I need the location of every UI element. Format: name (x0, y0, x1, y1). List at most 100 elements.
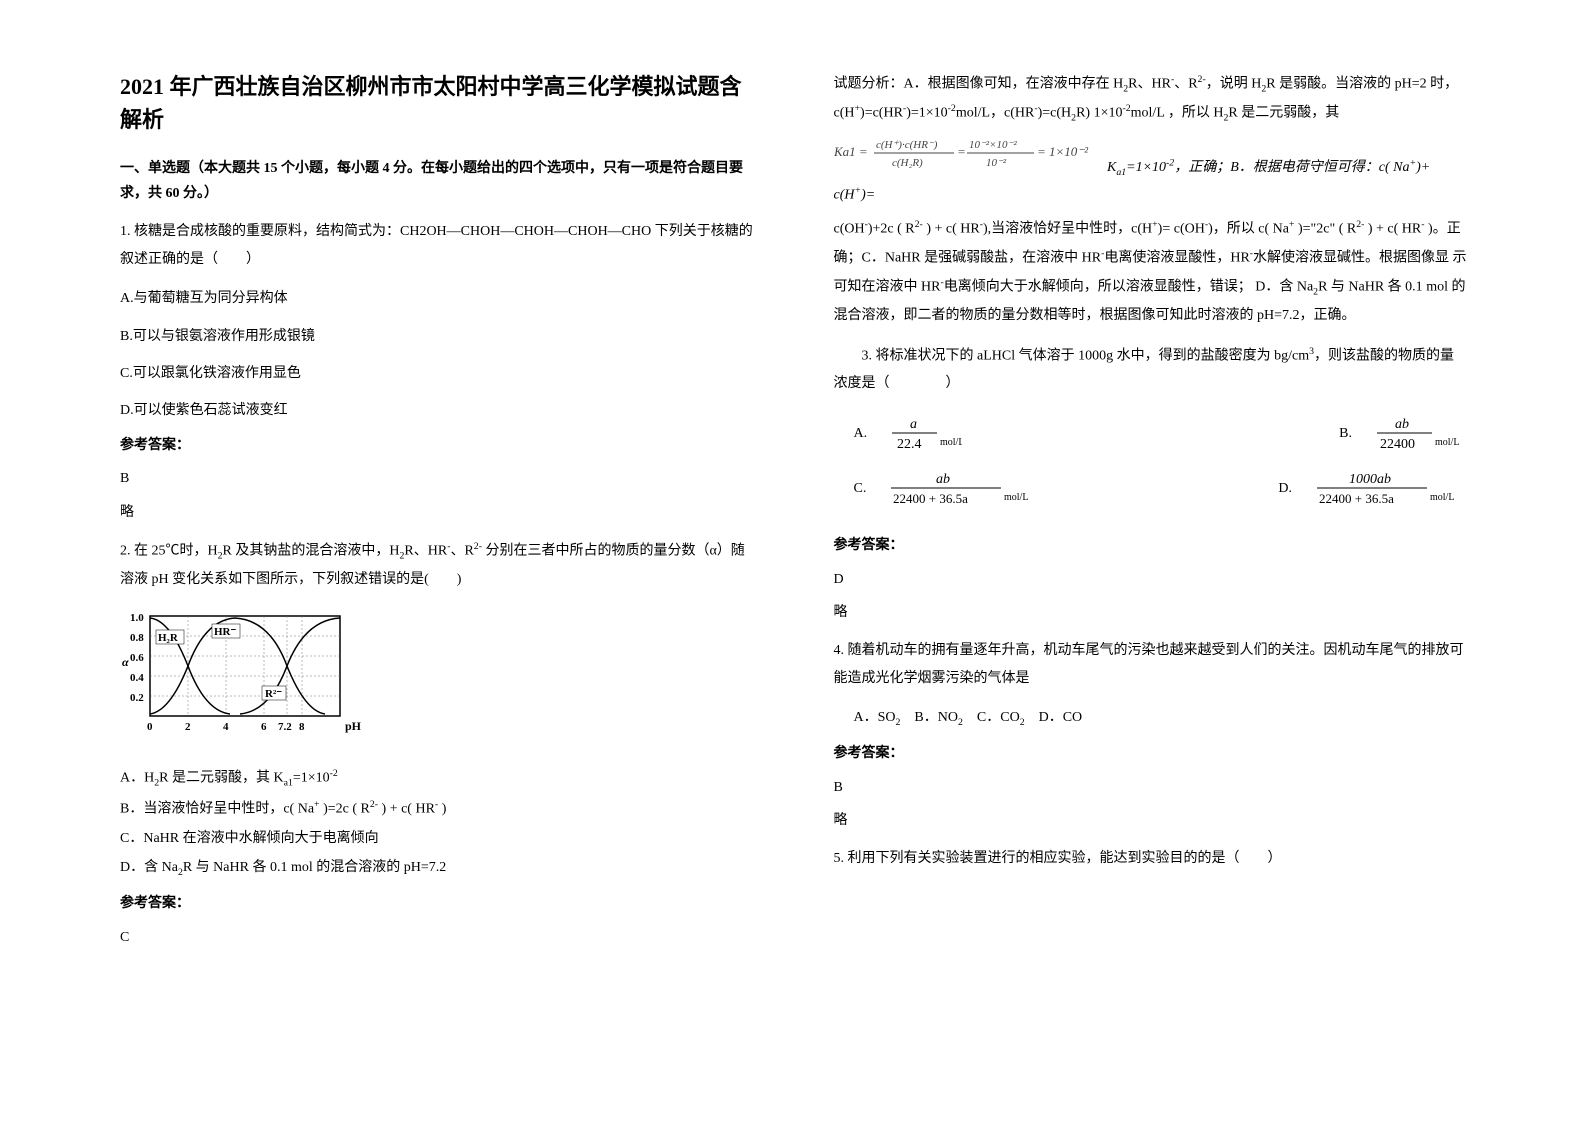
q2d-post: R 与 NaHR 各 0.1 mol 的混合溶液的 pH=7.2 (183, 860, 446, 875)
svg-text:10⁻²×10⁻²: 10⁻²×10⁻² (969, 139, 1017, 151)
exp-l2-m1: )=c(HR (860, 106, 903, 121)
q2-option-a: A．H2R 是二元弱酸，其 Ka1=1×10-2 (120, 765, 754, 792)
q3d-denom: 22400 + 36.5a (1319, 491, 1394, 506)
exp-l2-m4: )=c(H (1038, 106, 1072, 121)
q3c-num: ab (936, 472, 950, 487)
exp-l2-m6: mol/L ，所以 H (1131, 106, 1224, 121)
exp-l2-m2: )=1×10 (906, 106, 947, 121)
exp-l3-pre: K (1107, 160, 1116, 175)
q2b-pre: B．当溶液恰好呈中性时，c( Na (120, 802, 314, 817)
q1-answer-label: 参考答案： (120, 433, 754, 458)
exp-l4-m1: )+2c ( R (868, 222, 915, 237)
exp-l4-m2: ) + c( HR (923, 222, 980, 237)
svg-text:0.4: 0.4 (130, 672, 144, 684)
question-4-text: 4. 随着机动车的拥有量逐年升高，机动车尾气的污染也越来越受到人们的关注。因机动… (834, 637, 1468, 693)
q2-chart: 1.0 0.8 0.6 0.4 0.2 α 0 2 4 6 7.2 8 pH H… (120, 606, 754, 755)
exp-l1-m1: R、HR (1128, 77, 1171, 92)
q4-options: A．SO2 B．NO2 C．CO2 D．CO (834, 705, 1468, 731)
svg-text:c(H⁺)·c(HR⁻): c(H⁺)·c(HR⁻) (876, 139, 938, 151)
q3-answer: D (834, 567, 1468, 592)
q4-omit: 略 (834, 808, 1468, 833)
q2-text-1: 2. 在 25℃时，H (120, 543, 218, 558)
q3c-letter: C. (854, 476, 867, 501)
svg-text:1.0: 1.0 (130, 612, 144, 624)
q3b-denom: 22400 (1380, 437, 1415, 452)
q3-option-b: B. ab 22400 mol/L (1339, 413, 1467, 453)
question-2-text: 2. 在 25℃时，H2R 及其钠盐的混合溶液中，H2R、HR-、R2- 分别在… (120, 537, 754, 594)
q3b-num: ab (1395, 417, 1409, 432)
svg-text:α: α (122, 655, 129, 669)
exp-l3-m1: =1×10 (1126, 160, 1166, 175)
q2-option-d: D．含 Na2R 与 NaHR 各 0.1 mol 的混合溶液的 pH=7.2 (120, 855, 754, 881)
q3a-num: a (910, 417, 917, 432)
q2b-mid1: )=2c ( R (320, 802, 370, 817)
q3-answer-label: 参考答案： (834, 533, 1468, 558)
q2d-pre: D．含 Na (120, 860, 178, 875)
svg-text:0.6: 0.6 (130, 652, 144, 664)
exp-l1-m2: 、R (1174, 77, 1197, 92)
q2a-mid: R 是二元弱酸，其 K (159, 771, 283, 786)
svg-text:6: 6 (261, 721, 267, 733)
q2-explanation-cont: c(OH-)+2c ( R2- ) + c( HR-),当溶液恰好呈中性时，c(… (834, 215, 1468, 329)
exp-l4-m7: ) + c( HR (1364, 222, 1421, 237)
q1-omit: 略 (120, 500, 754, 525)
svg-text:8: 8 (299, 721, 305, 733)
q3d-num: 1000ab (1349, 472, 1391, 487)
q3a-denom: 22.4 (897, 437, 922, 452)
q2-text-2: R 及其钠盐的混合溶液中，H (223, 543, 400, 558)
q3d-letter: D. (1278, 476, 1292, 501)
svg-text:10⁻²: 10⁻² (986, 157, 1007, 169)
exp-l4-m5: )，所以 c( Na (1208, 222, 1289, 237)
question-5-text: 5. 利用下列有关实验装置进行的相应实验，能达到实验目的的是（ ） (834, 845, 1468, 873)
svg-text:0.8: 0.8 (130, 632, 144, 644)
section-header: 一、单选题（本大题共 15 个小题，每小题 4 分。在每小题给出的四个选项中，只… (120, 156, 754, 206)
q4a: A．SO (854, 710, 896, 725)
exp-l2-m3: mol/L，c(HR (956, 106, 1035, 121)
q2-text-4: 、R (450, 543, 473, 558)
q2b-mid2: ) + c( HR (378, 802, 435, 817)
exp-l4-m4: )= c(OH (1158, 222, 1205, 237)
q2a-post: =1×10 (293, 771, 330, 786)
svg-text:0.2: 0.2 (130, 692, 144, 704)
q3-option-a: A. a 22.4 mol/L (854, 413, 963, 453)
svg-text:mol/L: mol/L (940, 437, 962, 448)
q4-answer: B (834, 775, 1468, 800)
q3-omit: 略 (834, 600, 1468, 625)
svg-text:HR⁻: HR⁻ (214, 626, 237, 638)
exp-l4-m6: )="2c" ( R (1295, 222, 1357, 237)
svg-text:4: 4 (223, 721, 229, 733)
exp-l1-m3: ，说明 H (1206, 77, 1262, 92)
q2b-post: ) (438, 802, 446, 817)
exp-l6-mid: 电离倾向大于水解倾向，所以溶液显酸性，错误； D．含 Na (944, 279, 1313, 294)
q4b: B．NO (900, 710, 958, 725)
exp-l3-post: )= (861, 187, 875, 202)
exp-l4-m3: ),当溶液恰好呈中性时，c(H (983, 222, 1152, 237)
q4-answer-label: 参考答案： (834, 741, 1468, 766)
ka-formula: Ka1 = c(H⁺)·c(HR⁻) c(H₂R) = 10⁻²×10⁻² 10… (834, 136, 1468, 207)
q3b-letter: B. (1339, 421, 1352, 446)
q1-answer: B (120, 466, 754, 491)
q4c: C．CO (963, 710, 1020, 725)
q2-answer-label: 参考答案： (120, 891, 754, 916)
svg-text:Ka1 =: Ka1 = (834, 144, 868, 159)
exp-l6-post: R 与 NaHR 各 0.1 (1318, 279, 1423, 294)
q1-option-b: B.可以与银氨溶液作用形成银镜 (120, 324, 754, 349)
exp-l5-pre: 确；C．NaHR 是强碱弱酸盐，在溶液中 HR (834, 251, 1102, 266)
exp-l5-post: 水解使溶液显碱性。根据图像显 (1253, 251, 1449, 266)
svg-text:H₂R: H₂R (158, 632, 179, 644)
svg-text:R²⁻: R²⁻ (265, 688, 282, 700)
svg-text:7.2: 7.2 (278, 721, 292, 733)
svg-text:0: 0 (147, 721, 153, 733)
q3c-denom: 22400 + 36.5a (893, 491, 968, 506)
question-3-text: 3. 将标准状况下的 aLHCl 气体溶于 1000g 水中，得到的盐酸密度为 … (834, 342, 1468, 399)
exp-l2-m5: R) 1×10 (1076, 106, 1122, 121)
svg-text:2: 2 (185, 721, 191, 733)
exp-l3-m2: ，正确；B．根据电荷守恒可得：c( Na (1174, 160, 1409, 175)
q2a-sub: a1 (284, 777, 293, 788)
q2-option-b: B．当溶液恰好呈中性时，c( Na+ )=2c ( R2- ) + c( HR-… (120, 796, 754, 822)
q1-option-d: D.可以使紫色石蕊试液变红 (120, 398, 754, 423)
q2a-pre: A．H (120, 771, 154, 786)
q2-text-3: R、HR (404, 543, 447, 558)
q3a-letter: A. (854, 421, 868, 446)
svg-text:mol/L: mol/L (1004, 492, 1028, 503)
